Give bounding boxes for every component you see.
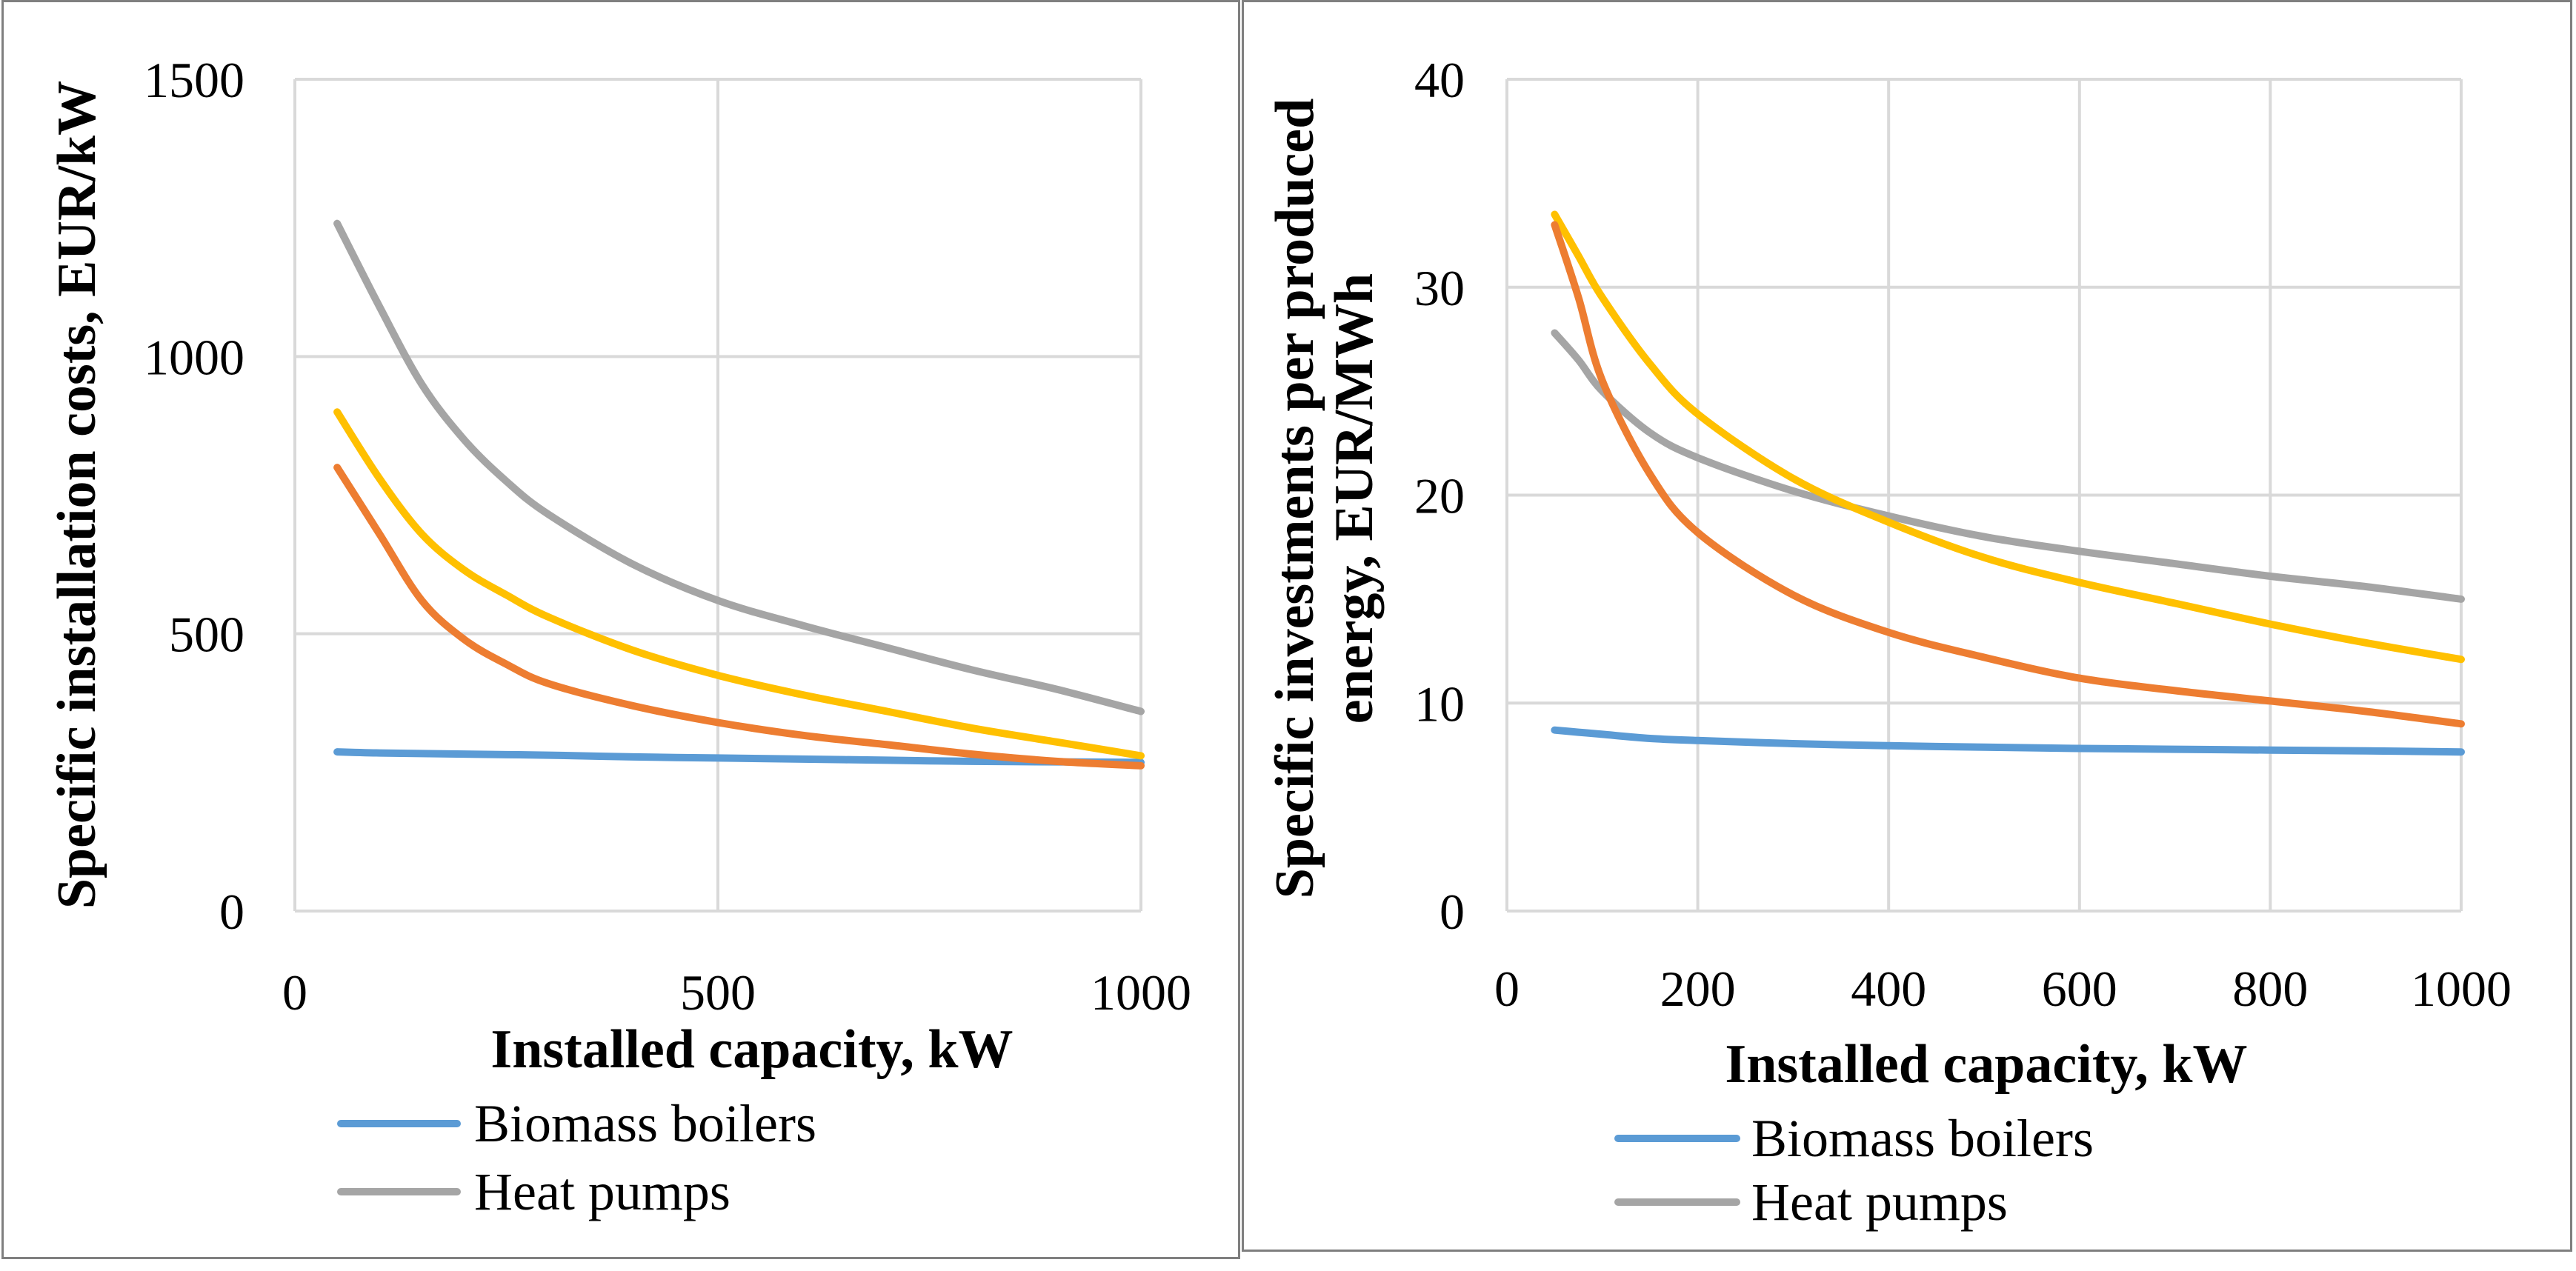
legend-label-biomass-boilers: Biomass boilers: [1751, 1109, 2094, 1168]
y-axis-title-line-1: Specific investments per produced: [1265, 99, 1325, 899]
legend-label-heat-pumps: Heat pumps: [1751, 1172, 2008, 1232]
legend-label-heat-pumps: Heat pumps: [474, 1162, 730, 1221]
series-line-biomass-boilers: [333, 748, 1145, 767]
y-tick-label-1000: 1000: [144, 329, 244, 385]
x-tick-label-200: 200: [1660, 961, 1736, 1017]
x-tick-label-0: 0: [1494, 961, 1520, 1017]
x-tick-label-600: 600: [2042, 961, 2117, 1017]
x-tick-label-1000: 1000: [2411, 961, 2512, 1017]
series-line-heat-pumps: [333, 219, 1145, 715]
x-tick-label-1000: 1000: [1091, 964, 1191, 1021]
series-line-unnamed-ffc000: [333, 408, 1145, 760]
series-line-unnamed-ed7d31: [333, 464, 1145, 770]
legend-label-biomass-boilers: Biomass boilers: [474, 1094, 816, 1153]
series-line-heat-pumps: [1551, 329, 2465, 603]
y-tick-label-40: 40: [1414, 52, 1465, 108]
y-tick-label-0: 0: [1440, 884, 1465, 940]
right-chart-panel: 0 10 20 30 40 0 200 400 600 800 1000 Installed capa…: [1242, 0, 2572, 1252]
x-axis-title: Installed capacity, kW: [490, 1019, 1013, 1080]
series-line-unnamed-ffc000: [1551, 210, 2465, 664]
y-tick-label-20: 20: [1414, 468, 1465, 524]
series-line-biomass-boilers: [1551, 726, 2465, 756]
x-tick-label-400: 400: [1851, 961, 1926, 1017]
x-tick-label-800: 800: [2232, 961, 2308, 1017]
installation-costs-chart: 0 500 1000 1500 0 500 1000 Installed capacity, …: [47, 52, 1191, 1221]
x-axis-title: Installed capacity, kW: [1725, 1034, 2247, 1095]
x-tick-label-500: 500: [680, 964, 756, 1021]
left-chart-panel: 0 500 1000 1500 0 500 1000 Installed capacity, …: [1, 0, 1240, 1259]
y-axis-title-line-2: energy, EUR/MWh: [1324, 273, 1385, 724]
x-tick-label-0: 0: [282, 964, 307, 1021]
y-tick-label-0: 0: [219, 884, 244, 940]
y-tick-label-500: 500: [169, 607, 244, 663]
y-tick-label-30: 30: [1414, 260, 1465, 316]
series-line-unnamed-ed7d31: [1551, 221, 2465, 728]
y-axis-title: Specific installation costs, EUR/kW: [47, 81, 107, 909]
y-tick-label-1500: 1500: [144, 52, 244, 108]
y-tick-label-10: 10: [1414, 675, 1465, 732]
